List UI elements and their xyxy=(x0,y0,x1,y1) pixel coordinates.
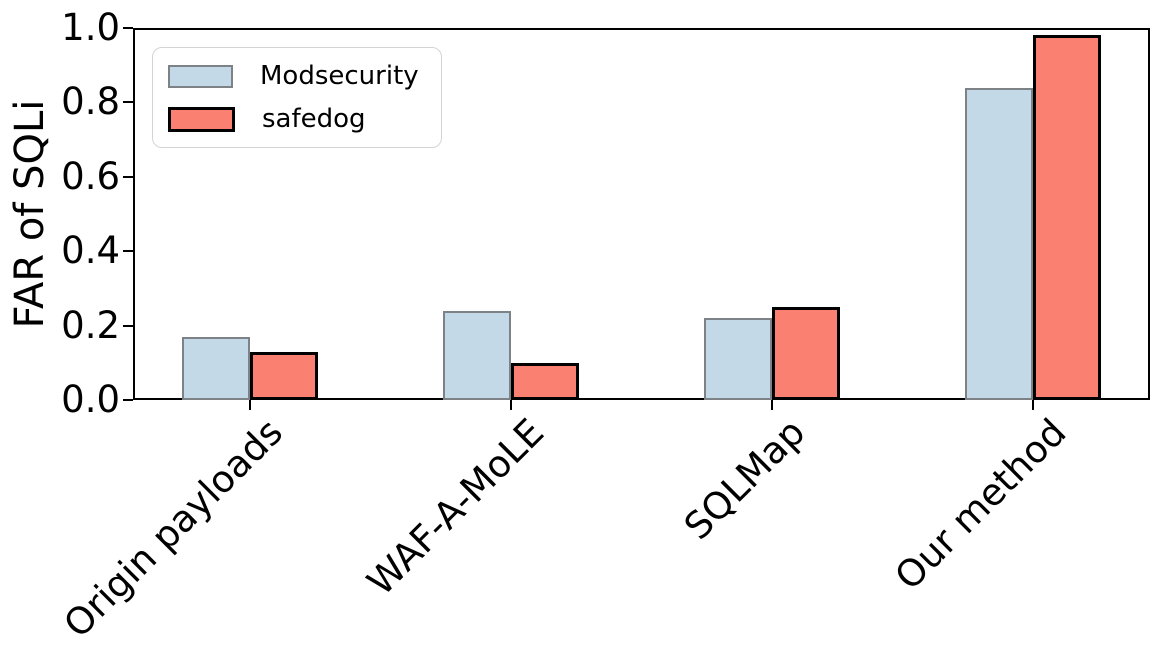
x-tick-label-origin-payloads: Origin payloads xyxy=(55,410,291,647)
x-tick-label-our-method: Our method xyxy=(886,410,1074,599)
bar-modsecurity-origin-payloads xyxy=(182,337,250,400)
bar-modsecurity-waf-a-mole xyxy=(443,311,511,400)
legend-label-safedog: safedog xyxy=(262,104,366,134)
x-tick-label-sqlmap: SQLMap xyxy=(675,410,813,548)
bar-safedog-waf-a-mole xyxy=(511,363,579,400)
bar-safedog-sqlmap xyxy=(772,307,840,400)
legend-swatch-modsecurity xyxy=(168,64,233,88)
y-tick-label-0-8: 0.8 xyxy=(61,80,120,124)
legend-label-modsecurity: Modsecurity xyxy=(260,61,419,91)
legend-entry-safedog: safedog xyxy=(168,105,419,133)
legend-swatch-safedog xyxy=(168,106,235,132)
bar-modsecurity-sqlmap xyxy=(704,318,772,400)
legend-entry-modsecurity: Modsecurity xyxy=(168,62,419,90)
x-tick-label-waf-a-mole: WAF-A-MoLE xyxy=(358,410,552,604)
x-tick-mark-origin-payloads xyxy=(249,400,251,410)
y-tick-label-0-0: 0.0 xyxy=(61,378,120,421)
y-tick-mark-0-0 xyxy=(123,399,133,401)
y-tick-label-1-0: 1.0 xyxy=(61,6,120,49)
x-tick-mark-our-method xyxy=(1032,400,1034,410)
y-tick-label-0-4: 0.4 xyxy=(61,229,120,273)
y-tick-mark-0-6 xyxy=(123,175,133,178)
y-tick-label-0-6: 0.6 xyxy=(61,154,120,198)
x-tick-mark-waf-a-mole xyxy=(510,400,512,410)
bar-safedog-origin-payloads xyxy=(250,352,318,400)
x-tick-mark-sqlmap xyxy=(771,400,773,410)
y-tick-mark-0-2 xyxy=(123,324,133,327)
y-tick-mark-1-0 xyxy=(123,27,133,29)
y-tick-mark-0-4 xyxy=(123,250,133,253)
bar-modsecurity-our-method xyxy=(965,88,1033,400)
y-tick-label-0-2: 0.2 xyxy=(61,303,120,347)
bar-safedog-our-method xyxy=(1033,35,1101,400)
y-tick-mark-0-8 xyxy=(123,101,133,104)
y-axis-label: FAR of SQLi xyxy=(7,99,53,329)
legend: Modsecurity safedog xyxy=(152,47,442,148)
